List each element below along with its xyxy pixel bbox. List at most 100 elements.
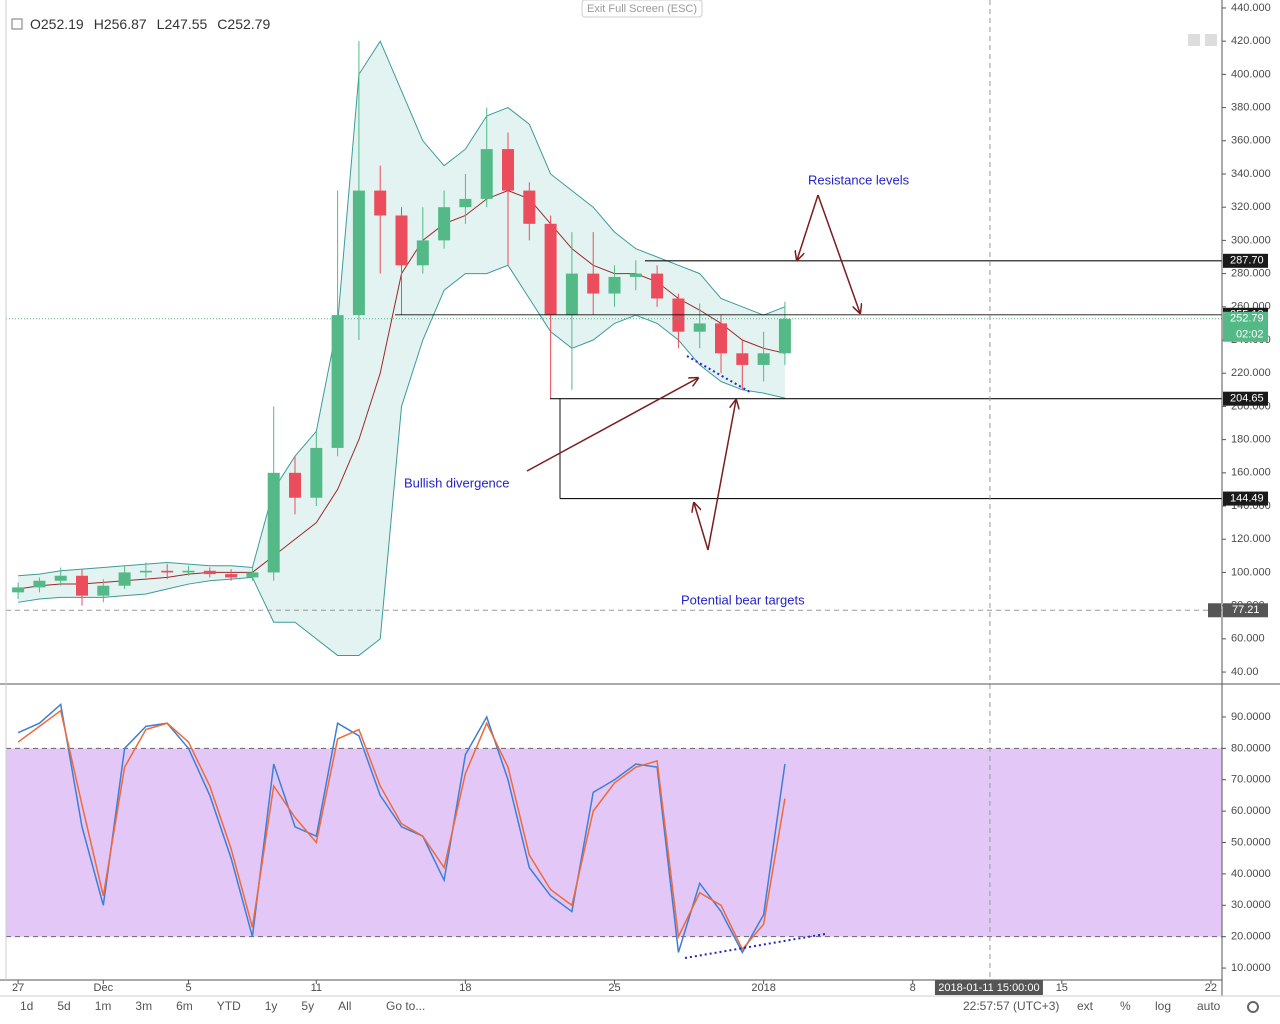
exit-fullscreen-label: Exit Full Screen (ESC): [587, 3, 697, 15]
level-tag: [1223, 491, 1268, 506]
candle-body: [331, 315, 344, 448]
y-tick-label: 60.000: [1231, 633, 1265, 645]
annotations: Resistance levels Bullish divergence Pot…: [404, 172, 910, 959]
stoch-line: [17, 702, 786, 954]
y-tick-label: 120.000: [1231, 533, 1271, 545]
last-price-tag: [1223, 311, 1268, 342]
crosshair-y-tag: [1223, 603, 1268, 618]
settings-icon[interactable]: [1247, 1001, 1259, 1013]
bollinger-lower: [18, 264, 786, 656]
x-tick-label: 22: [1205, 982, 1217, 994]
bollinger-fill: [18, 41, 785, 656]
candle-body: [715, 323, 728, 354]
y-tick-label: 80.0000: [1231, 742, 1271, 754]
x-tick-label: 18: [459, 982, 471, 994]
y-tick-label: 30.0000: [1231, 899, 1271, 911]
candle-body: [267, 472, 280, 573]
candle-body: [502, 149, 515, 191]
y-tick-label: 340.000: [1231, 168, 1271, 180]
y-tick-label: 70.0000: [1231, 774, 1271, 786]
collapse-icon[interactable]: [11, 18, 23, 30]
crosshair-x-label: 2018-01-11 15:00:00: [938, 982, 1039, 994]
candle-body: [118, 572, 131, 586]
range-button[interactable]: 1d: [20, 999, 33, 1013]
y-tick-label: 50.0000: [1231, 836, 1271, 848]
candle-body: [97, 585, 110, 596]
divergence-line: [686, 355, 751, 393]
range-button[interactable]: 5y: [301, 999, 314, 1013]
ohlc-key: L: [157, 16, 165, 32]
x-tick-label: 8: [910, 982, 916, 994]
candle-body: [629, 273, 642, 277]
y-tick-label: 400.000: [1231, 68, 1271, 80]
x-tick-label: Dec: [94, 982, 114, 994]
candle-body: [54, 575, 67, 581]
stoch-line: [17, 709, 786, 951]
y-tick-label: 100.000: [1231, 566, 1271, 578]
range-button[interactable]: 3m: [135, 999, 152, 1013]
icon[interactable]: [1188, 34, 1200, 46]
y-tick-label: 40.0000: [1231, 868, 1271, 880]
toolbar: [0, 996, 1280, 1024]
ohlc-value: 252.79: [227, 16, 270, 32]
candle-body: [139, 570, 152, 573]
range-button[interactable]: YTD: [217, 999, 241, 1013]
crosshair-x-tag: [934, 980, 1043, 995]
icon[interactable]: [1205, 34, 1217, 46]
candle-body: [225, 574, 238, 578]
ohlc-value: 256.87: [104, 16, 147, 32]
arrow: [526, 378, 698, 472]
candle-body: [352, 190, 365, 316]
x-tick-label: 2018: [751, 982, 775, 994]
candle-body: [565, 273, 578, 316]
stoch-band: [6, 748, 1222, 937]
crosshair-plus[interactable]: [1208, 603, 1221, 618]
range-button[interactable]: 6m: [176, 999, 193, 1013]
crosshair-y-label: 77.21: [1232, 604, 1260, 616]
level-label: 144.49: [1230, 492, 1264, 504]
option-button[interactable]: %: [1120, 999, 1131, 1013]
arrow: [707, 400, 736, 551]
arrow: [797, 194, 819, 260]
x-tick-label: 15: [1056, 982, 1068, 994]
y-tick-label: 180.000: [1231, 434, 1271, 446]
option-button[interactable]: log: [1155, 999, 1171, 1013]
x-tick-label: 5: [185, 982, 191, 994]
candle-body: [416, 240, 429, 266]
candle-body: [182, 570, 195, 573]
option-button[interactable]: auto: [1197, 999, 1221, 1013]
candle-body: [608, 276, 621, 294]
range-button[interactable]: 1y: [265, 999, 278, 1013]
exit-fullscreen-button[interactable]: [581, 0, 703, 18]
candle-body: [76, 575, 89, 596]
candle-body: [480, 149, 493, 199]
x-tick-label: 11: [311, 982, 322, 994]
ohlc-value: 247.55: [164, 16, 207, 32]
candle-body: [544, 223, 557, 316]
x-tick-label: 27: [12, 982, 24, 994]
y-tick-label: 300.000: [1231, 234, 1271, 246]
range-button[interactable]: 1m: [95, 999, 112, 1013]
countdown-label: 02:02: [1236, 329, 1264, 341]
range-button[interactable]: 5d: [57, 999, 70, 1013]
candle-body: [693, 323, 706, 332]
annotation: Resistance levels: [808, 172, 910, 187]
y-tick-label: 60.0000: [1231, 805, 1271, 817]
ohlc-key: C: [217, 16, 227, 32]
goto-button[interactable]: Go to...: [386, 999, 425, 1013]
y-tick-label: 360.000: [1231, 135, 1271, 147]
y-tick-label: 10.0000: [1231, 962, 1271, 974]
candle-body: [651, 273, 664, 299]
y-tick-label: 40.00: [1231, 666, 1259, 678]
option-button[interactable]: ext: [1077, 999, 1094, 1013]
candle-body: [161, 570, 174, 573]
stoch-background: [6, 747, 1222, 938]
ohlc-key: O: [30, 16, 41, 32]
candle-body: [395, 215, 408, 266]
candle-body: [438, 207, 451, 241]
clock: 22:57:57 (UTC+3): [963, 999, 1059, 1013]
toolbar-items: 1d 5d 1m 3m 6m YTD 1y 5y All ext% log auto: [20, 999, 1221, 1013]
range-button[interactable]: All: [338, 999, 351, 1013]
candle-body: [757, 353, 770, 365]
